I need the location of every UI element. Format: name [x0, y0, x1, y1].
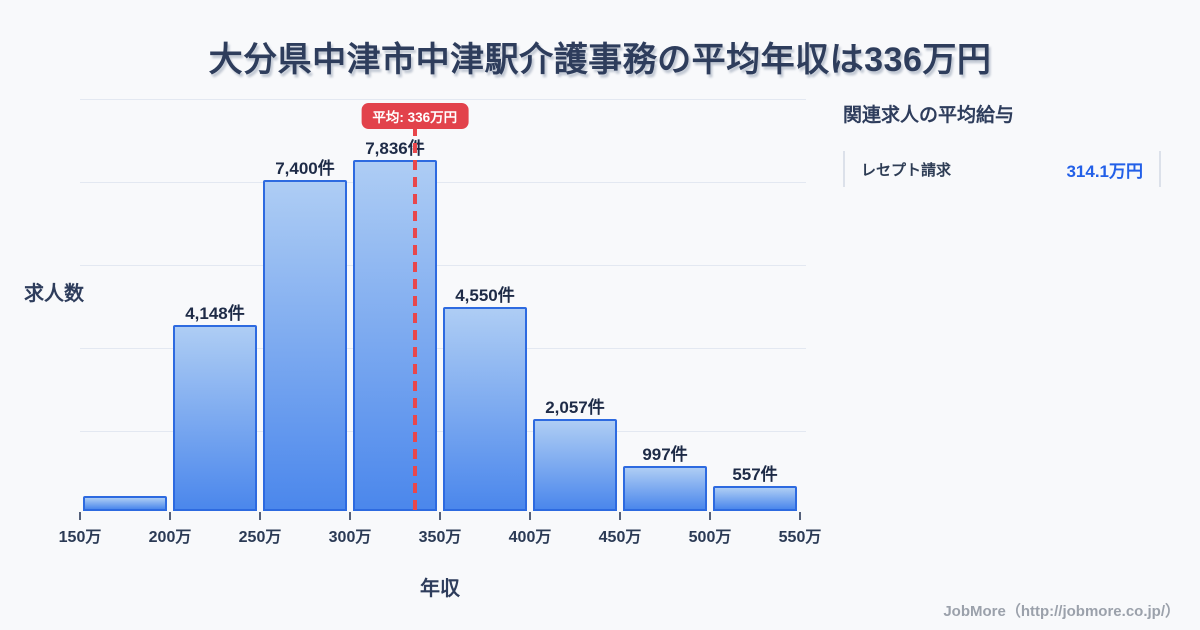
histogram-bar	[353, 160, 437, 511]
x-axis-tick-label: 400万	[508, 529, 552, 546]
y-axis-title: 求人数	[24, 283, 84, 305]
histogram-bar	[443, 307, 527, 511]
related-jobs-panel: 関連求人の平均給与 レセプト請求 314.1万円	[843, 100, 1161, 187]
related-job-label: レセプト請求	[861, 161, 952, 179]
page-title: 大分県中津市中津駅介護事務の平均年収は336万円	[208, 41, 992, 79]
x-axis-tick-label: 250万	[238, 529, 282, 546]
x-axis-tick	[529, 512, 531, 520]
x-axis-tick-label: 150万	[58, 529, 102, 546]
x-axis-tick	[619, 512, 621, 520]
bar-value-label: 4,550件	[455, 286, 515, 306]
x-axis-tick	[439, 512, 441, 520]
x-axis-title: 年収	[420, 578, 460, 600]
x-axis-tick	[799, 512, 801, 520]
histogram-bar	[623, 466, 707, 511]
bar-value-label: 2,057件	[545, 397, 605, 417]
histogram-bar	[83, 495, 167, 511]
x-axis-tick	[79, 512, 81, 520]
credit-text: JobMore（http://jobmore.co.jp/）	[943, 603, 1180, 620]
x-axis-tick-label: 450万	[598, 529, 642, 546]
bar-value-label: 4,148件	[185, 304, 245, 324]
bar-value-label: 7,836件	[365, 139, 425, 159]
histogram-bar	[713, 486, 797, 511]
gridline	[80, 99, 806, 100]
average-dashed-line	[412, 126, 417, 510]
bar-value-label: 997件	[642, 445, 688, 465]
x-axis-tick	[709, 512, 711, 520]
x-axis-tick-label: 550万	[778, 529, 822, 546]
x-axis-tick	[259, 512, 261, 520]
gridline	[80, 265, 806, 266]
related-jobs-heading: 関連求人の平均給与	[843, 105, 1015, 126]
bar-value-label: 557件	[732, 465, 778, 485]
gridline	[80, 182, 806, 183]
bar-value-label: 7,400件	[275, 158, 335, 178]
x-axis-tick-label: 500万	[688, 529, 732, 546]
related-job-row: レセプト請求 314.1万円	[843, 151, 1161, 187]
x-axis-tick-label: 200万	[148, 529, 192, 546]
histogram-bar	[263, 179, 347, 511]
x-axis-tick-label: 350万	[418, 529, 462, 546]
histogram-bar	[173, 325, 257, 511]
x-axis-tick	[169, 512, 171, 520]
x-axis-tick	[349, 512, 351, 520]
average-badge: 平均: 336万円	[361, 103, 469, 129]
related-job-salary: 314.1万円	[1066, 161, 1143, 181]
histogram-bar	[533, 418, 617, 511]
x-axis-tick-label: 300万	[328, 529, 372, 546]
